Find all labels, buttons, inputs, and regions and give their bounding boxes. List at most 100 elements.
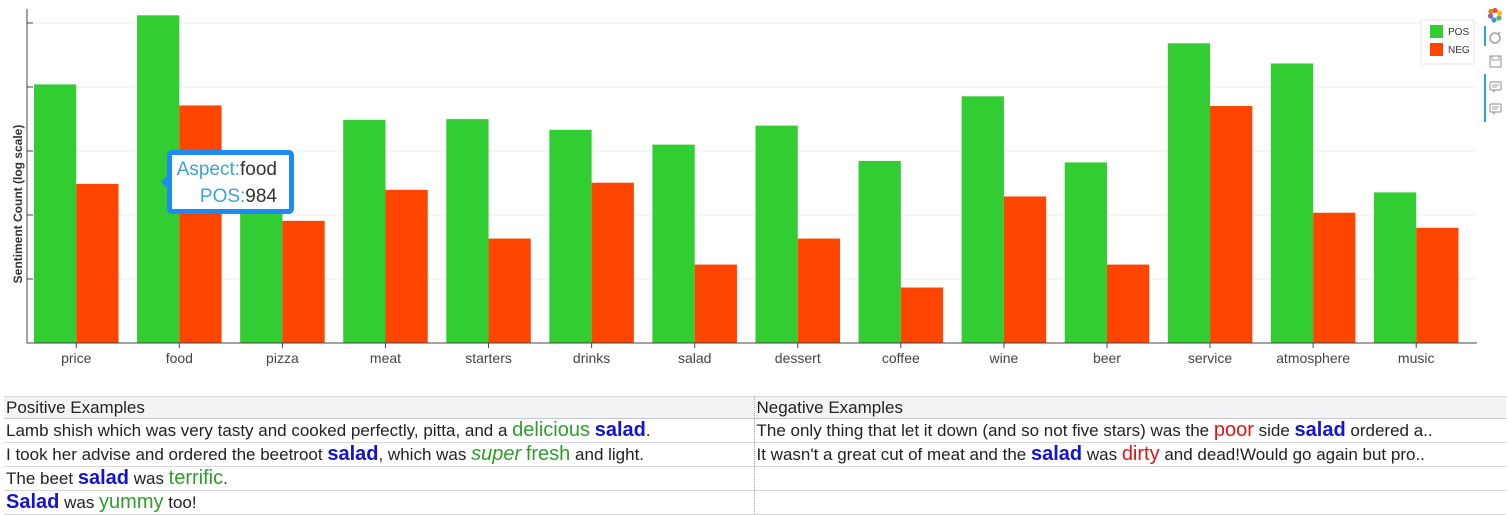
x-tick-label: salad	[678, 350, 711, 366]
example-text: ordered a..	[1345, 421, 1433, 440]
negative-example-cell[interactable]: The only thing that let it down (and so …	[754, 418, 1506, 443]
active-tool-indicator	[1484, 26, 1486, 46]
legend-label-neg: NEG	[1448, 45, 1470, 56]
bar-pos-meat[interactable]	[343, 119, 386, 344]
negative-example-cell[interactable]: It wasn't a great cut of meat and the sa…	[754, 442, 1506, 467]
positive-example-cell[interactable]: The beet salad was terrific.	[4, 466, 755, 491]
sentiment-term: poor	[1213, 419, 1254, 441]
sentiment-term: super	[471, 443, 522, 465]
bar-neg-pizza[interactable]	[282, 220, 325, 343]
examples-row: I took her advise and ordered the beetro…	[4, 442, 1506, 467]
tooltip-pos-value: 984	[245, 186, 277, 207]
tooltip-aspect-key: Aspect:	[176, 159, 241, 180]
aspect-term: salad	[327, 443, 379, 465]
examples-row: Lamb shish which was very tasty and cook…	[4, 418, 1506, 443]
negative-example-cell[interactable]	[754, 466, 1506, 491]
y-axis-label: Sentiment Count (log scale)	[11, 125, 25, 284]
bar-neg-food[interactable]	[179, 105, 222, 344]
legend-swatch-pos	[1430, 25, 1443, 38]
legend-swatch-neg	[1430, 43, 1443, 56]
bar-neg-coffee[interactable]	[900, 287, 944, 343]
bar-neg-beer[interactable]	[1106, 264, 1150, 343]
sentiment-bar-chart: price food pizza meat starters drinks salad des…	[11, 9, 1477, 366]
example-text: was	[1082, 445, 1122, 464]
bar-pos-salad[interactable]	[652, 144, 695, 343]
example-text: and dead!Would go again but pro..	[1159, 445, 1425, 464]
example-text: I took her advise and ordered the beetro…	[6, 445, 328, 464]
bar-neg-starters[interactable]	[488, 238, 531, 343]
bar-neg-service[interactable]	[1210, 106, 1253, 343]
positive-examples-header[interactable]: Positive Examples	[4, 396, 755, 419]
examples-table: Positive Examples Negative Examples Lamb…	[4, 396, 1506, 515]
tooltip-aspect-value: food	[240, 159, 277, 180]
chart-legend[interactable]: POS NEG	[1420, 19, 1475, 65]
hover-tooltip: Aspect:food POS:984	[167, 150, 294, 214]
bar-neg-drinks[interactable]	[591, 182, 634, 343]
x-tick-label: pizza	[266, 350, 299, 366]
examples-header-row: Positive Examples Negative Examples	[4, 396, 1506, 419]
bar-pos-music[interactable]	[1373, 192, 1417, 343]
example-text: .	[223, 469, 228, 488]
x-tick-label: atmosphere	[1276, 350, 1350, 366]
bar-pos-coffee[interactable]	[858, 160, 901, 343]
example-text: was	[128, 469, 169, 488]
legend-label-pos: POS	[1448, 27, 1469, 38]
x-tick-label: meat	[370, 350, 401, 366]
negative-example-cell[interactable]	[754, 490, 1506, 515]
save-icon[interactable]	[1484, 52, 1506, 70]
tooltip-arrow	[161, 176, 167, 188]
example-text: .	[645, 421, 651, 440]
bar-neg-music[interactable]	[1416, 227, 1459, 343]
bar-neg-dessert[interactable]	[797, 238, 841, 343]
positive-example-cell[interactable]: Salad was yummy too!	[4, 490, 755, 515]
hover-icon[interactable]	[1484, 78, 1506, 96]
aspect-term: salad	[1030, 443, 1083, 465]
x-tick-label: starters	[465, 350, 512, 366]
aspect-term: Salad	[6, 491, 60, 513]
positive-example-cell[interactable]: I took her advise and ordered the beetro…	[4, 442, 755, 467]
chart-axes	[26, 9, 1477, 344]
bar-pos-pizza[interactable]	[240, 196, 283, 343]
tooltip-pos-row: POS:984	[200, 186, 277, 208]
bar-neg-salad[interactable]	[694, 264, 737, 343]
pan-icon[interactable]	[1484, 29, 1506, 47]
legend-box	[1420, 19, 1475, 65]
x-tick-label: service	[1188, 350, 1233, 366]
bar-pos-atmosphere[interactable]	[1270, 63, 1314, 343]
bar-pos-drinks[interactable]	[549, 129, 592, 343]
x-tick-labels: price food pizza meat starters drinks salad des…	[61, 343, 1434, 366]
x-tick-label: dessert	[775, 350, 821, 366]
aspect-term: salad	[77, 467, 129, 489]
x-tick-label: food	[166, 350, 193, 366]
bar-pos-wine[interactable]	[961, 96, 1004, 343]
example-text: Lamb shish which was very tasty and cook…	[6, 421, 513, 440]
bar-pos-beer[interactable]	[1064, 162, 1107, 343]
bar-pos-price[interactable]	[34, 84, 77, 343]
bar-neg-meat[interactable]	[385, 189, 428, 343]
sentiment-term: yummy	[99, 491, 164, 513]
aspect-term: salad	[594, 419, 646, 441]
x-tick-label: coffee	[882, 350, 920, 366]
bar-neg-atmosphere[interactable]	[1313, 212, 1356, 343]
example-text: , which was	[378, 445, 472, 464]
bar-neg-price[interactable]	[76, 183, 119, 343]
example-text: side	[1253, 421, 1295, 440]
bar-pos-dessert[interactable]	[755, 125, 798, 343]
example-text: It wasn't a great cut of meat and the	[756, 445, 1031, 464]
negative-examples-header[interactable]: Negative Examples	[754, 396, 1506, 419]
bar-neg-wine[interactable]	[1003, 196, 1047, 343]
sentiment-term: terrific	[168, 467, 224, 489]
sentiment-term: fresh	[525, 443, 571, 465]
x-tick-label: beer	[1093, 350, 1121, 366]
bar-pos-service[interactable]	[1167, 43, 1211, 344]
active-hover-indicator	[1484, 74, 1486, 122]
bokeh-logo-icon[interactable]	[1484, 6, 1506, 24]
examples-body: Lamb shish which was very tasty and cook…	[4, 418, 1506, 515]
positive-example-cell[interactable]: Lamb shish which was very tasty and cook…	[4, 418, 755, 443]
example-text: The beet	[6, 469, 78, 488]
bar-pos-starters[interactable]	[446, 119, 489, 343]
hover-icon-2[interactable]	[1484, 100, 1506, 118]
x-tick-label: drinks	[573, 350, 610, 366]
tooltip-pos-key: POS:	[199, 186, 246, 207]
x-tick-label: music	[1398, 350, 1435, 366]
